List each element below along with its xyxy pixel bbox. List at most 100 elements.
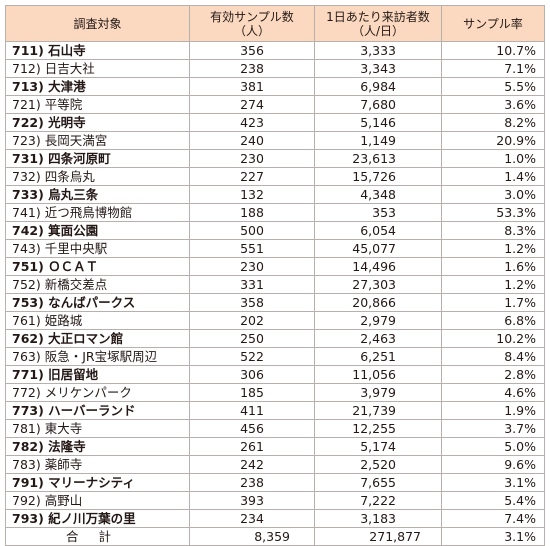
row-samples: 423: [189, 113, 315, 132]
header-row: 調査対象 有効サンプル数 （人） 1日あたり来訪者数 （人/日） サンプル率: [5, 5, 545, 42]
row-visitors: 21,739: [314, 401, 442, 420]
row-visitors: 20,866: [314, 293, 442, 312]
row-samples: 202: [189, 311, 315, 330]
table-row: 723) 長岡天満宮 240 1,149 20.9%: [5, 131, 545, 150]
row-target-name: 772) メリケンパーク: [5, 383, 190, 402]
row-target-name: 773) ハーバーランド: [5, 401, 190, 420]
table-row: 741) 近つ飛鳥博物館 188 353 53.3%: [5, 203, 545, 222]
row-samples: 250: [189, 329, 315, 348]
header-target: 調査対象: [5, 5, 190, 42]
table-row: 713) 大津港 381 6,984 5.5%: [5, 77, 545, 96]
header-visitors-title: 1日あたり来訪者数: [326, 9, 430, 24]
row-samples: 238: [189, 59, 315, 78]
row-visitors: 27,303: [314, 275, 442, 294]
row-visitors: 3,333: [314, 41, 442, 60]
row-samples: 230: [189, 257, 315, 276]
table-row: 772) メリケンパーク 185 3,979 4.6%: [5, 383, 545, 402]
header-samples-unit: （人）: [233, 23, 270, 38]
table-row: 793) 紀ノ川万葉の里 234 3,183 7.4%: [5, 509, 545, 528]
row-rate: 1.2%: [441, 275, 545, 294]
table-row: 783) 薬師寺 242 2,520 9.6%: [5, 455, 545, 474]
table-row: 782) 法隆寺 261 5,174 5.0%: [5, 437, 545, 456]
total-rate: 3.1%: [441, 527, 545, 546]
table-row: 781) 東大寺 456 12,255 3.7%: [5, 419, 545, 438]
row-rate: 1.4%: [441, 167, 545, 186]
row-samples: 234: [189, 509, 315, 528]
row-visitors: 353: [314, 203, 442, 222]
table-row: 751) ＯＣＡＴ 230 14,496 1.6%: [5, 257, 545, 276]
row-visitors: 6,054: [314, 221, 442, 240]
row-target-name: 723) 長岡天満宮: [5, 131, 190, 150]
table-row: 731) 四条河原町 230 23,613 1.0%: [5, 149, 545, 168]
row-visitors: 45,077: [314, 239, 442, 258]
table-row: 791) マリーナシティ 238 7,655 3.1%: [5, 473, 545, 492]
row-samples: 331: [189, 275, 315, 294]
table-row: 733) 烏丸三条 132 4,348 3.0%: [5, 185, 545, 204]
table-row: 752) 新橋交差点 331 27,303 1.2%: [5, 275, 545, 294]
row-target-name: 742) 箕面公園: [5, 221, 190, 240]
row-target-name: 792) 高野山: [5, 491, 190, 510]
row-rate: 20.9%: [441, 131, 545, 150]
row-samples: 393: [189, 491, 315, 510]
row-target-name: 732) 四条烏丸: [5, 167, 190, 186]
row-samples: 227: [189, 167, 315, 186]
table-row: 771) 旧居留地 306 11,056 2.8%: [5, 365, 545, 384]
header-samples-title: 有効サンプル数: [210, 9, 294, 24]
total-row: 合計 8,359 271,877 3.1%: [5, 527, 545, 546]
row-samples: 188: [189, 203, 315, 222]
row-samples: 274: [189, 95, 315, 114]
row-target-name: 751) ＯＣＡＴ: [5, 257, 190, 276]
row-samples: 132: [189, 185, 315, 204]
table-row: 711) 石山寺 356 3,333 10.7%: [5, 41, 545, 60]
header-visitors-unit: （人/日）: [351, 23, 405, 38]
row-rate: 1.2%: [441, 239, 545, 258]
row-visitors: 7,655: [314, 473, 442, 492]
header-visitors: 1日あたり来訪者数 （人/日）: [314, 5, 442, 42]
row-target-name: 743) 千里中央駅: [5, 239, 190, 258]
row-visitors: 4,348: [314, 185, 442, 204]
row-samples: 238: [189, 473, 315, 492]
row-rate: 5.0%: [441, 437, 545, 456]
row-target-name: 781) 東大寺: [5, 419, 190, 438]
row-samples: 240: [189, 131, 315, 150]
row-samples: 381: [189, 77, 315, 96]
row-visitors: 1,149: [314, 131, 442, 150]
row-target-name: 791) マリーナシティ: [5, 473, 190, 492]
row-samples: 261: [189, 437, 315, 456]
row-rate: 8.2%: [441, 113, 545, 132]
table-row: 732) 四条烏丸 227 15,726 1.4%: [5, 167, 545, 186]
row-visitors: 11,056: [314, 365, 442, 384]
table-row: 743) 千里中央駅 551 45,077 1.2%: [5, 239, 545, 258]
row-rate: 9.6%: [441, 455, 545, 474]
row-samples: 356: [189, 41, 315, 60]
row-rate: 1.7%: [441, 293, 545, 312]
row-target-name: 761) 姫路城: [5, 311, 190, 330]
row-visitors: 12,255: [314, 419, 442, 438]
row-visitors: 5,174: [314, 437, 442, 456]
row-visitors: 23,613: [314, 149, 442, 168]
row-rate: 1.9%: [441, 401, 545, 420]
row-visitors: 6,984: [314, 77, 442, 96]
total-samples: 8,359: [189, 527, 315, 546]
table-row: 722) 光明寺 423 5,146 8.2%: [5, 113, 545, 132]
row-target-name: 741) 近つ飛鳥博物館: [5, 203, 190, 222]
row-target-name: 752) 新橋交差点: [5, 275, 190, 294]
row-visitors: 3,979: [314, 383, 442, 402]
total-label: 合計: [5, 527, 190, 546]
row-samples: 500: [189, 221, 315, 240]
table-row: 712) 日吉大社 238 3,343 7.1%: [5, 59, 545, 78]
row-rate: 5.4%: [441, 491, 545, 510]
row-target-name: 783) 薬師寺: [5, 455, 190, 474]
row-samples: 306: [189, 365, 315, 384]
row-target-name: 782) 法隆寺: [5, 437, 190, 456]
row-samples: 522: [189, 347, 315, 366]
table-row: 792) 高野山 393 7,222 5.4%: [5, 491, 545, 510]
table-row: 742) 箕面公園 500 6,054 8.3%: [5, 221, 545, 240]
row-rate: 6.8%: [441, 311, 545, 330]
row-target-name: 753) なんばパークス: [5, 293, 190, 312]
row-target-name: 713) 大津港: [5, 77, 190, 96]
row-target-name: 721) 平等院: [5, 95, 190, 114]
row-visitors: 3,343: [314, 59, 442, 78]
row-samples: 185: [189, 383, 315, 402]
row-samples: 456: [189, 419, 315, 438]
